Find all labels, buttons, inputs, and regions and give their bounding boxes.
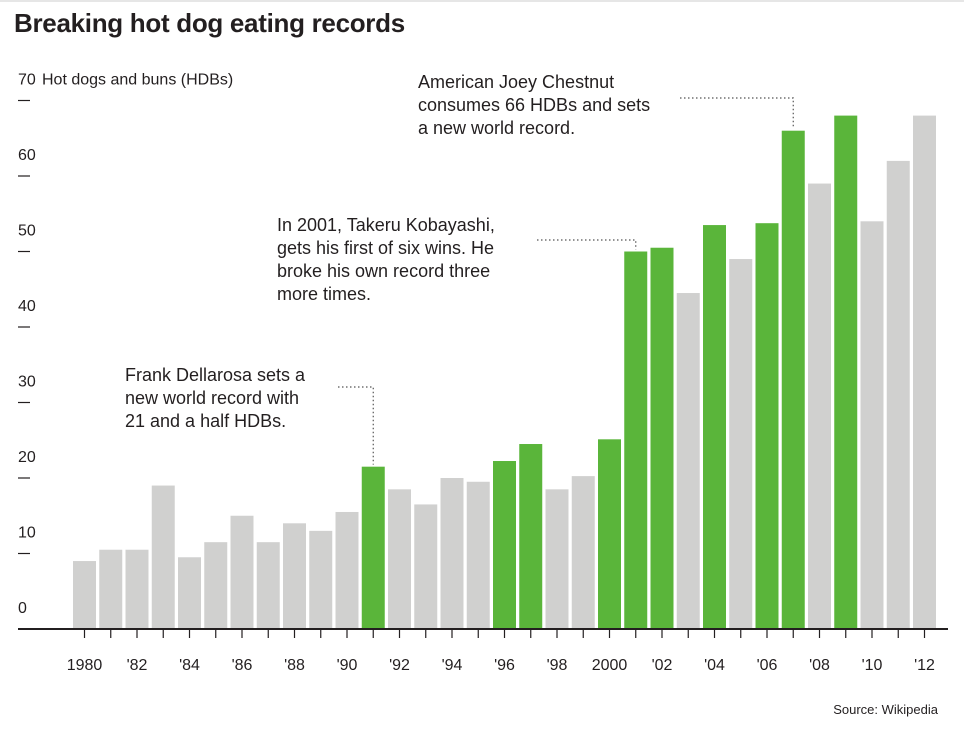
bar-1988 <box>283 523 306 629</box>
record-bar-1996 <box>493 461 516 629</box>
x-tick-label: '98 <box>547 657 568 674</box>
y-axis-label: Hot dogs and buns (HDBs) <box>42 72 233 89</box>
record-bar-2001 <box>624 251 648 629</box>
x-tick-label: '90 <box>337 657 358 674</box>
bar-1994 <box>440 478 464 629</box>
x-tick-label: '84 <box>179 657 200 674</box>
record-bar-2006 <box>755 223 779 629</box>
y-tick-label: 30 <box>18 374 36 391</box>
bar-2003 <box>676 293 700 629</box>
annotation-leader-2007 <box>680 97 794 129</box>
y-tick-label: 0 <box>18 600 27 617</box>
y-tick-label: 60 <box>18 147 36 164</box>
bar-1983 <box>151 485 175 629</box>
record-bar-1991 <box>361 466 385 629</box>
annotation-text-2001: gets his first of six wins. He <box>277 238 494 258</box>
annotation-text-2001: In 2001, Takeru Kobayashi, <box>277 215 495 235</box>
bar-2011 <box>886 160 910 629</box>
y-tick-label: 70 <box>18 72 36 89</box>
bar-1985 <box>204 542 228 629</box>
x-tick-label: 2000 <box>592 657 628 674</box>
x-tick-label: '08 <box>809 657 830 674</box>
x-tick-label: '82 <box>127 657 148 674</box>
top-divider <box>0 0 964 2</box>
x-tick-label: '92 <box>389 657 410 674</box>
x-tick-label: '10 <box>862 657 883 674</box>
record-bar-2007 <box>781 130 805 629</box>
bar-1984 <box>178 557 201 629</box>
bar-1999 <box>571 476 595 629</box>
x-tick-label: '88 <box>284 657 305 674</box>
annotation-text-2007: a new world record. <box>418 118 575 138</box>
x-tick-label: '12 <box>914 657 935 674</box>
x-tick-label: '86 <box>232 657 253 674</box>
annotation-text-2001: more times. <box>277 284 371 304</box>
bar-2005 <box>729 259 753 629</box>
bar-2008 <box>808 183 831 630</box>
chart-title: Breaking hot dog eating records <box>14 8 405 38</box>
bar-1986 <box>230 515 254 629</box>
annotation-leader-1991 <box>338 386 374 465</box>
annotation-text-2001: broke his own record three <box>277 261 490 281</box>
source-note: Source: Wikipedia <box>833 702 938 717</box>
x-tick-label: '06 <box>757 657 778 674</box>
annotation-text-1991: Frank Dellarosa sets a <box>125 365 306 385</box>
record-bar-2009 <box>834 115 858 630</box>
bar-2010 <box>860 221 884 630</box>
bar-1998 <box>545 489 569 629</box>
bar-1982 <box>125 549 149 629</box>
bar-1989 <box>309 530 333 629</box>
annotation-text-2007: American Joey Chestnut <box>418 72 614 92</box>
x-tick-label: 1980 <box>67 657 103 674</box>
x-tick-label: '96 <box>494 657 515 674</box>
y-tick-label: 20 <box>18 449 36 466</box>
bar-1993 <box>414 504 438 630</box>
x-tick-label: '94 <box>442 657 463 674</box>
annotation-text-1991: 21 and a half HDBs. <box>125 411 286 431</box>
annotation-leader-2001 <box>537 239 637 250</box>
annotation-text-2007: consumes 66 HDBs and sets <box>418 95 650 115</box>
record-bar-2000 <box>598 439 621 629</box>
bar-2012 <box>913 115 936 630</box>
bar-1990 <box>335 511 359 629</box>
record-bar-2004 <box>703 225 726 629</box>
record-bar-1997 <box>519 444 543 629</box>
bar-1980 <box>73 561 96 629</box>
x-tick-label: '02 <box>652 657 673 674</box>
bar-1987 <box>256 542 280 629</box>
y-tick-label: 50 <box>18 223 36 240</box>
y-tick-label: 10 <box>18 525 36 542</box>
annotation-text-1991: new world record with <box>125 388 299 408</box>
record-bar-2002 <box>650 247 674 630</box>
x-tick-label: '04 <box>704 657 725 674</box>
y-tick-label: 40 <box>18 298 36 315</box>
bar-1995 <box>466 481 490 629</box>
bar-1992 <box>388 489 411 629</box>
bar-1981 <box>99 549 123 629</box>
